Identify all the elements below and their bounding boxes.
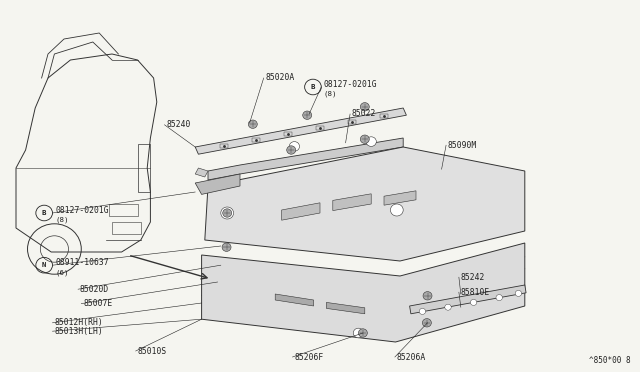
- Text: 85090M: 85090M: [448, 141, 477, 150]
- Circle shape: [353, 328, 364, 338]
- Polygon shape: [208, 138, 403, 180]
- Text: (8): (8): [55, 217, 68, 224]
- Polygon shape: [275, 294, 314, 306]
- Circle shape: [419, 308, 426, 314]
- Circle shape: [422, 318, 431, 327]
- Circle shape: [515, 291, 522, 296]
- Polygon shape: [384, 191, 416, 205]
- Circle shape: [222, 243, 231, 251]
- Text: N: N: [42, 262, 47, 268]
- Text: 85206A: 85206A: [397, 353, 426, 362]
- Text: 08911-10637: 08911-10637: [55, 258, 109, 267]
- Circle shape: [221, 207, 234, 219]
- Bar: [284, 132, 292, 136]
- Polygon shape: [326, 302, 365, 314]
- Polygon shape: [195, 108, 406, 154]
- Bar: [252, 138, 260, 142]
- Text: 85020D: 85020D: [80, 285, 109, 294]
- Text: 85013H(LH): 85013H(LH): [54, 327, 103, 336]
- Polygon shape: [333, 194, 371, 211]
- Text: 85242: 85242: [461, 273, 485, 282]
- Circle shape: [366, 137, 376, 147]
- Bar: [220, 144, 228, 148]
- Text: B: B: [310, 84, 316, 90]
- Circle shape: [223, 209, 232, 217]
- Polygon shape: [195, 168, 208, 177]
- Bar: [316, 126, 324, 130]
- Text: 85022: 85022: [352, 109, 376, 119]
- Circle shape: [303, 111, 312, 119]
- Circle shape: [289, 142, 300, 151]
- Text: 85206F: 85206F: [294, 353, 324, 362]
- Text: 85012H(RH): 85012H(RH): [54, 318, 103, 327]
- Circle shape: [496, 295, 502, 301]
- Text: 08127-0201G: 08127-0201G: [324, 80, 378, 89]
- Text: 85240: 85240: [166, 120, 191, 129]
- Circle shape: [423, 292, 432, 300]
- Circle shape: [445, 304, 451, 310]
- Circle shape: [360, 103, 369, 111]
- Text: 85020A: 85020A: [266, 74, 295, 83]
- Text: 85010S: 85010S: [138, 346, 167, 356]
- Polygon shape: [282, 203, 320, 220]
- Circle shape: [360, 135, 369, 143]
- Polygon shape: [202, 243, 525, 342]
- Polygon shape: [195, 174, 240, 195]
- Circle shape: [287, 146, 296, 154]
- Bar: [380, 115, 388, 118]
- Circle shape: [470, 299, 477, 305]
- Text: ^850*00 8: ^850*00 8: [589, 356, 630, 365]
- Text: (6): (6): [55, 269, 68, 276]
- Text: (8): (8): [324, 91, 337, 97]
- Polygon shape: [410, 285, 526, 314]
- Text: 08127-0201G: 08127-0201G: [55, 206, 109, 215]
- Circle shape: [248, 120, 257, 128]
- Polygon shape: [205, 147, 525, 261]
- Circle shape: [358, 329, 367, 337]
- Text: B: B: [42, 210, 47, 216]
- Text: 85810E: 85810E: [461, 288, 490, 297]
- Text: 85007E: 85007E: [83, 299, 113, 308]
- Bar: [348, 121, 356, 124]
- Circle shape: [390, 204, 403, 216]
